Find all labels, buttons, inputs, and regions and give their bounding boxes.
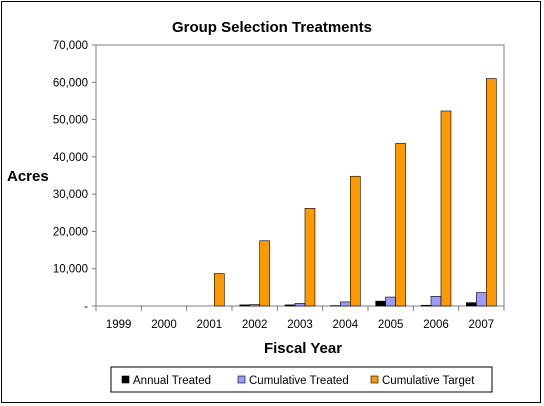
y-tick-label: 40,000 [53, 152, 88, 164]
y-tick-label: - [84, 301, 88, 313]
y-axis-title: Acres [7, 168, 49, 185]
x-tick-label: 2006 [423, 319, 449, 331]
bar-annual-treated [284, 304, 296, 307]
y-tick-label: 70,000 [53, 40, 88, 52]
legend-label: Annual Treated [133, 375, 211, 387]
legend-label: Cumulative Target [382, 375, 475, 387]
bar-cumulative-treated [294, 303, 306, 307]
x-axis: 1999 2000 2001 2002 2003 2004 2005 2006 2007 [95, 306, 505, 331]
x-tick-label: 2003 [287, 319, 313, 331]
x-tick-label: 2007 [469, 319, 495, 331]
legend-items: Annual Treated Cumulative Treated Cumulati… [121, 375, 475, 387]
legend-swatch [121, 375, 130, 384]
legend-swatch [370, 375, 379, 384]
bar-cumulative-treated [249, 304, 260, 307]
y-tick-label: 50,000 [53, 115, 88, 127]
bar-cumulative-target [350, 175, 361, 307]
y-tick-label: 10,000 [53, 264, 88, 276]
x-axis-title: Fiscal Year [264, 340, 342, 357]
y-axis: - 10,000 20,000 30,000 40,000 50,000 60,000 70,… [53, 40, 96, 313]
bar-annual-treated [466, 302, 477, 307]
bar-cumulative-treated [385, 296, 396, 307]
x-tick-label: 2002 [242, 319, 268, 331]
bar-cumulative-target [486, 78, 497, 307]
legend-label: Cumulative Treated [249, 375, 349, 387]
bar-cumulative-target [395, 143, 406, 307]
x-tick-label: 2001 [197, 319, 223, 331]
legend [110, 366, 493, 393]
bar-cumulative-treated [430, 296, 442, 307]
y-tick-label: 20,000 [53, 226, 88, 238]
bar-cumulative-treated [476, 292, 487, 307]
bar-annual-treated [420, 304, 432, 307]
bar-cumulative-target [304, 208, 316, 307]
x-tick-label: 2004 [333, 319, 359, 331]
plot-area [95, 44, 505, 307]
legend-swatch [237, 375, 246, 384]
bar-cumulative-target [214, 273, 225, 307]
y-tick-label: 60,000 [53, 77, 88, 89]
bar-annual-treated [375, 300, 386, 307]
chart-title: Group Selection Treatments [172, 19, 372, 36]
bar-cumulative-target [259, 240, 270, 307]
x-tick-label: 2005 [378, 319, 404, 331]
bar-annual-treated [239, 304, 250, 307]
bar-cumulative-treated [340, 301, 351, 307]
bar-cumulative-target [440, 110, 452, 307]
y-tick-label: 30,000 [53, 189, 88, 201]
x-tick-label: 2000 [151, 319, 177, 331]
bars [214, 78, 497, 307]
x-tick-label: 1999 [106, 319, 132, 331]
